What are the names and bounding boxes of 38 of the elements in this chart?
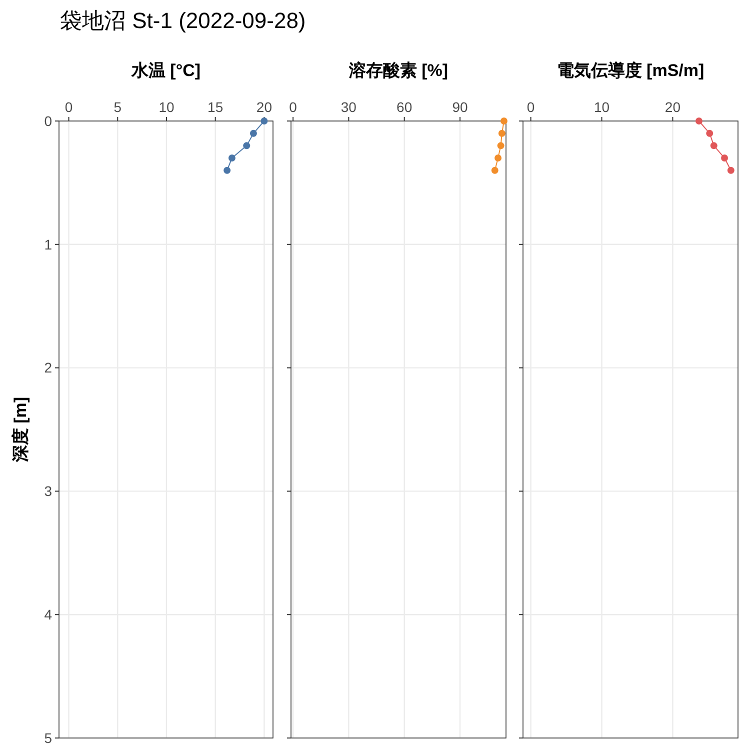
x-tick-label: 10 xyxy=(594,99,610,115)
x-tick-label: 20 xyxy=(664,99,681,115)
point xyxy=(500,118,508,124)
x-axis-title: 電気伝導度 [mS/m] xyxy=(556,61,704,80)
point xyxy=(260,118,268,124)
x-axis-title: 水温 [°C] xyxy=(130,61,201,80)
point xyxy=(710,142,718,150)
y-tick-label: 2 xyxy=(44,360,52,376)
point xyxy=(228,154,236,162)
x-tick-label: 15 xyxy=(208,99,224,115)
point xyxy=(491,166,498,174)
y-tick-label: 4 xyxy=(44,606,52,622)
x-tick-label: 90 xyxy=(452,99,468,115)
point xyxy=(250,130,257,137)
point xyxy=(706,130,714,137)
y-tick-label: 0 xyxy=(44,112,52,129)
chart-title: 袋地沼 St-1 (2022-09-28) xyxy=(60,8,306,33)
point xyxy=(721,154,728,162)
x-axis-title: 溶存酸素 [%] xyxy=(348,61,448,80)
point xyxy=(498,130,506,137)
point xyxy=(727,166,734,174)
x-tick-label: 0 xyxy=(526,99,535,115)
point xyxy=(497,142,504,150)
x-tick-label: 30 xyxy=(340,99,357,115)
point xyxy=(243,142,250,150)
y-tick-label: 1 xyxy=(44,236,52,252)
point xyxy=(695,118,702,124)
x-tick-label: 20 xyxy=(256,99,272,115)
point xyxy=(494,154,502,162)
point xyxy=(224,166,231,174)
x-tick-label: 5 xyxy=(114,99,122,115)
x-tick-label: 0 xyxy=(64,99,73,115)
y-tick-label: 5 xyxy=(44,730,52,746)
x-tick-label: 60 xyxy=(396,99,412,115)
x-tick-label: 10 xyxy=(158,99,174,115)
y-axis-title: 深度 [m] xyxy=(11,396,30,464)
x-tick-label: 0 xyxy=(289,99,298,115)
y-tick-label: 3 xyxy=(44,483,52,500)
